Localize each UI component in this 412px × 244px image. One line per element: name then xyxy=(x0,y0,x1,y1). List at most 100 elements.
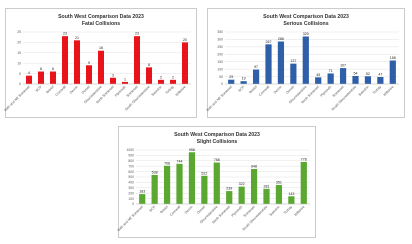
bar xyxy=(74,40,80,84)
bar xyxy=(86,65,92,84)
value-label: 958 xyxy=(189,148,195,152)
y-tick-label: 0 xyxy=(132,202,134,206)
value-label: 71 xyxy=(329,69,333,73)
value-label: 158 xyxy=(390,56,396,60)
bar xyxy=(377,77,384,84)
value-label: 20 xyxy=(183,38,187,42)
bar xyxy=(151,174,158,204)
y-tick-label: 350 xyxy=(217,30,223,34)
value-label: 143 xyxy=(288,192,294,196)
bar xyxy=(62,36,68,84)
chart-subtitle: Serious Collisions xyxy=(283,21,328,27)
value-label: 281 xyxy=(264,184,270,188)
x-tick-label: Torbay xyxy=(283,205,293,215)
value-label: 23 xyxy=(63,32,67,36)
value-label: 137 xyxy=(290,59,296,63)
y-tick-label: 300 xyxy=(128,186,134,190)
y-tick-label: 50 xyxy=(219,75,223,79)
y-tick-label: 200 xyxy=(217,52,223,56)
x-tick-label: Devon xyxy=(184,205,194,215)
x-tick-label: Dorset xyxy=(285,85,295,95)
value-label: 351 xyxy=(276,181,282,185)
bar xyxy=(339,68,347,84)
y-tick-label: 700 xyxy=(128,164,134,168)
bar xyxy=(315,77,322,84)
bar xyxy=(226,191,233,204)
bar xyxy=(277,41,285,84)
y-tick-label: 25 xyxy=(17,30,21,34)
value-label: 54 xyxy=(354,71,358,75)
y-tick-label: 20 xyxy=(17,41,21,45)
bar xyxy=(327,73,334,84)
value-label: 768 xyxy=(214,158,220,162)
x-tick-label: BCP xyxy=(149,204,157,212)
value-label: 16 xyxy=(99,46,103,50)
value-label: 320 xyxy=(303,32,309,36)
value-label: 286 xyxy=(278,37,284,41)
value-label: 21 xyxy=(75,36,79,40)
value-label: 1 xyxy=(124,77,126,81)
x-tick-label: Bristol xyxy=(159,205,169,215)
bar xyxy=(250,169,258,204)
bar xyxy=(134,36,140,84)
x-tick-label: Torbay xyxy=(165,85,175,95)
value-label: 52 xyxy=(366,72,370,76)
value-label: 2 xyxy=(160,75,162,79)
y-tick-label: 5 xyxy=(19,72,21,76)
value-label: 19 xyxy=(242,77,246,81)
x-tick-label: Bristol xyxy=(45,85,55,95)
value-label: 322 xyxy=(239,182,245,186)
bar xyxy=(139,194,146,204)
bar xyxy=(265,44,272,84)
bar xyxy=(275,185,283,204)
value-label: 45 xyxy=(316,73,320,77)
value-label: 23 xyxy=(135,32,139,36)
bar xyxy=(263,188,270,204)
bar xyxy=(213,162,220,204)
x-tick-label: Devon xyxy=(273,85,283,95)
x-tick-label: Dorset xyxy=(196,205,206,215)
bar xyxy=(176,163,183,204)
value-label: 648 xyxy=(251,165,257,169)
value-label: 9 xyxy=(88,61,90,65)
x-tick-label: BCP xyxy=(35,84,43,92)
value-label: 708 xyxy=(164,161,170,165)
bar xyxy=(228,79,235,84)
value-label: 6 xyxy=(40,67,42,71)
value-label: 522 xyxy=(201,171,207,175)
bar xyxy=(364,76,372,84)
x-tick-label: Bristol xyxy=(248,85,258,95)
y-tick-label: 500 xyxy=(128,175,134,179)
bar xyxy=(240,81,247,84)
bar xyxy=(188,152,196,204)
bar xyxy=(170,79,176,84)
value-label: 3 xyxy=(112,73,114,77)
bar xyxy=(182,42,188,84)
y-tick-label: 250 xyxy=(217,45,223,49)
x-tick-label: Torbay xyxy=(372,85,382,95)
value-label: 4 xyxy=(28,71,30,75)
y-tick-label: 0 xyxy=(221,82,223,86)
y-tick-label: 400 xyxy=(128,181,134,185)
chart-subtitle: Slight Collisions xyxy=(197,139,238,145)
y-tick-label: 10 xyxy=(17,61,21,65)
bar xyxy=(300,161,307,204)
bar xyxy=(146,67,152,84)
bar xyxy=(290,63,297,84)
y-tick-label: 100 xyxy=(128,197,134,201)
value-label: 183 xyxy=(139,190,145,194)
chart-title: South West Comparison Data 2023 xyxy=(174,132,260,138)
y-tick-label: 300 xyxy=(217,38,223,42)
y-tick-label: 0 xyxy=(19,82,21,86)
bar xyxy=(352,75,359,84)
bar xyxy=(238,186,245,204)
x-tick-label: BCP xyxy=(238,84,246,92)
y-tick-label: 150 xyxy=(217,60,223,64)
value-label: 239 xyxy=(226,187,232,191)
bar xyxy=(26,75,32,84)
chart-title: South West Comparison Data 2023 xyxy=(58,14,144,20)
value-label: 107 xyxy=(340,64,346,68)
x-tick-label: Devon xyxy=(69,85,79,95)
